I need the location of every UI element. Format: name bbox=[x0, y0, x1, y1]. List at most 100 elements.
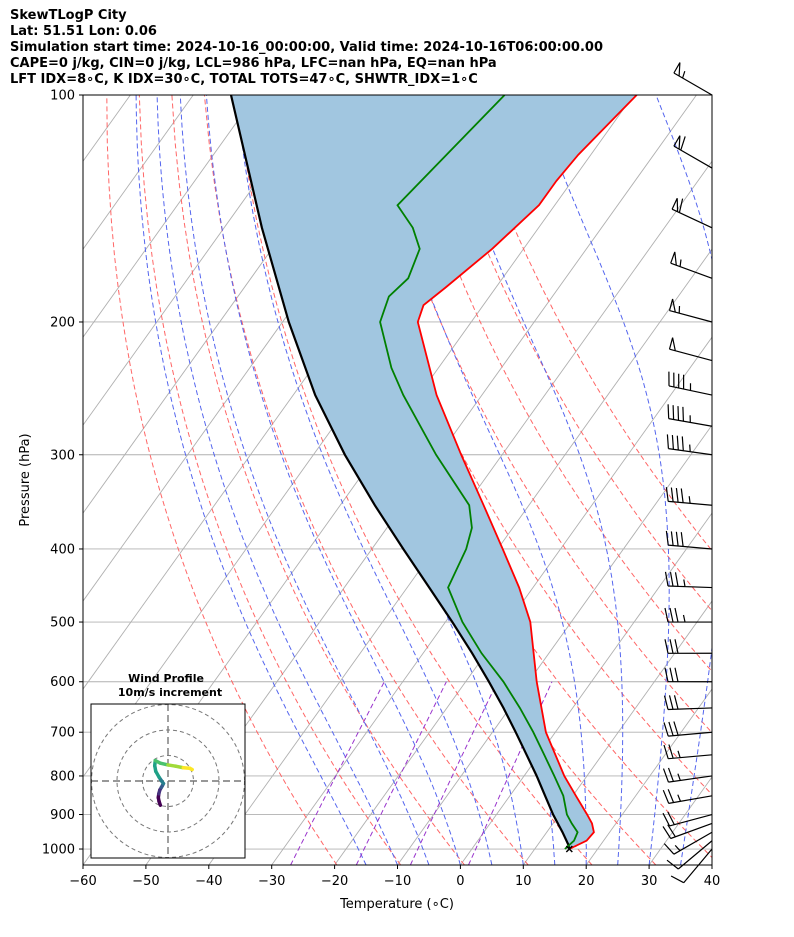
y-tick-label: 700 bbox=[50, 726, 75, 741]
wind-barbs bbox=[662, 62, 713, 884]
y-tick-label: 500 bbox=[50, 616, 75, 631]
dry-adiabat-line bbox=[106, 95, 338, 865]
dry-adiabat-line bbox=[138, 95, 402, 865]
x-tick-label: −40 bbox=[195, 874, 222, 889]
moist-adiabat-line bbox=[135, 95, 367, 865]
dry-adiabat-line bbox=[236, 95, 593, 865]
wind-barb bbox=[662, 767, 713, 783]
wind-barb bbox=[663, 744, 713, 760]
temperature-line bbox=[416, 95, 638, 850]
moist-adiabat-line bbox=[156, 95, 398, 865]
isotherm-line bbox=[460, 512, 712, 865]
surface-parcel-marker bbox=[565, 845, 573, 853]
wind-barb bbox=[663, 721, 713, 737]
isotherm-line bbox=[83, 95, 257, 338]
wind-barb bbox=[670, 848, 713, 884]
wind-barb bbox=[664, 607, 713, 623]
dry-adiabat-line bbox=[431, 95, 712, 612]
moist-adiabat-line bbox=[179, 95, 430, 865]
mixing-ratio-line bbox=[409, 681, 498, 865]
dry-adiabat-line bbox=[464, 95, 712, 552]
wind-barb bbox=[662, 789, 713, 804]
x-axis: −60 −50 −40 −30 −20 −10 0 10 20 30 40 bbox=[69, 865, 720, 889]
x-tick-label: −30 bbox=[258, 874, 285, 889]
x-tick-label: −20 bbox=[321, 874, 348, 889]
dry-adiabat-lines bbox=[106, 95, 712, 865]
y-tick-label: 300 bbox=[50, 448, 75, 463]
hodograph-inset: Wind Profile 10m/s increment bbox=[90, 672, 246, 859]
y-tick-label: 600 bbox=[50, 675, 75, 690]
wind-barb bbox=[668, 371, 713, 396]
x-axis-label: Temperature (∘C) bbox=[339, 897, 454, 912]
dry-adiabat-line bbox=[203, 95, 529, 865]
isotherm-line bbox=[83, 95, 320, 426]
wind-barb bbox=[664, 639, 713, 654]
dry-adiabat-line bbox=[301, 95, 712, 859]
mixing-ratio-line bbox=[290, 681, 385, 865]
y-tick-label: 900 bbox=[50, 808, 75, 823]
moist-adiabat-line bbox=[440, 95, 624, 865]
wind-barb bbox=[667, 404, 713, 427]
isotherm-line bbox=[0, 95, 67, 865]
parcel-area-fill bbox=[231, 95, 637, 849]
hodograph-title: Wind Profile bbox=[128, 672, 204, 685]
x-tick-label: 30 bbox=[641, 874, 658, 889]
wind-barb bbox=[670, 251, 713, 279]
isotherm-line bbox=[522, 600, 712, 865]
y-axis-label: Pressure (hPa) bbox=[18, 433, 33, 526]
dry-adiabat-line bbox=[171, 95, 465, 865]
y-tick-label: 200 bbox=[50, 315, 75, 330]
wind-barb bbox=[668, 337, 713, 362]
stability-indices-line: CAPE=0 j/kg, CIN=0 j/kg, LCL=986 hPa, LF… bbox=[10, 56, 497, 71]
x-tick-label: −10 bbox=[384, 874, 411, 889]
wind-barb bbox=[673, 62, 713, 96]
wind-barb bbox=[666, 434, 713, 456]
hodograph-segment bbox=[187, 766, 194, 772]
y-tick-label: 100 bbox=[50, 89, 75, 104]
isotherm-line bbox=[397, 424, 712, 865]
y-tick-label: 1000 bbox=[42, 843, 75, 858]
parcel-profile-line bbox=[229, 95, 571, 850]
isotherm-line bbox=[334, 336, 712, 865]
isotherm-line bbox=[271, 248, 712, 865]
y-tick-label: 400 bbox=[50, 542, 75, 557]
isotherm-line bbox=[83, 95, 194, 250]
x-tick-label: 0 bbox=[456, 874, 464, 889]
chart-header: SkewTLogP City Lat: 51.51 Lon: 0.06 Simu… bbox=[10, 8, 603, 88]
isotherm-line bbox=[585, 688, 712, 865]
index-values-line: LFT IDX=8∘C, K IDX=30∘C, TOTAL TOTS=47∘C… bbox=[10, 72, 478, 87]
wind-barb bbox=[673, 135, 713, 169]
hodograph-trace bbox=[152, 758, 194, 807]
wind-barb bbox=[663, 831, 713, 855]
wind-barb bbox=[664, 571, 713, 589]
y-tick-label: 800 bbox=[50, 769, 75, 784]
wind-barb bbox=[665, 530, 713, 550]
dry-adiabat-line bbox=[399, 95, 712, 673]
wind-barb bbox=[662, 822, 713, 840]
isotherm-line bbox=[711, 864, 712, 865]
moist-adiabat-line bbox=[236, 95, 493, 865]
location-line: Lat: 51.51 Lon: 0.06 bbox=[10, 24, 157, 39]
x-tick-label: 10 bbox=[515, 874, 532, 889]
wind-barb bbox=[664, 667, 713, 683]
station-title: SkewTLogP City bbox=[10, 8, 127, 23]
hodograph-frame bbox=[90, 703, 246, 859]
wind-barb bbox=[663, 695, 713, 711]
mixing-ratio-lines bbox=[290, 681, 553, 865]
hodograph-subtitle: 10m/s increment bbox=[118, 686, 222, 699]
mixing-ratio-line bbox=[468, 681, 553, 865]
moist-adiabat-line bbox=[205, 95, 461, 865]
y-axis: 1000 900 800 700 600 500 400 300 200 100 bbox=[42, 89, 83, 858]
wind-barb bbox=[668, 298, 713, 323]
profile-series bbox=[229, 95, 638, 853]
wind-barb bbox=[671, 198, 713, 229]
wind-barb bbox=[662, 811, 713, 827]
x-tick-label: −60 bbox=[69, 874, 96, 889]
dewpoint-line bbox=[379, 95, 579, 850]
x-tick-label: 40 bbox=[704, 874, 721, 889]
moist-adiabat-line bbox=[655, 95, 712, 865]
time-line: Simulation start time: 2024-10-16_00:00:… bbox=[10, 40, 603, 55]
x-tick-label: −50 bbox=[132, 874, 159, 889]
dry-adiabat-line bbox=[366, 95, 712, 734]
x-tick-label: 20 bbox=[578, 874, 595, 889]
